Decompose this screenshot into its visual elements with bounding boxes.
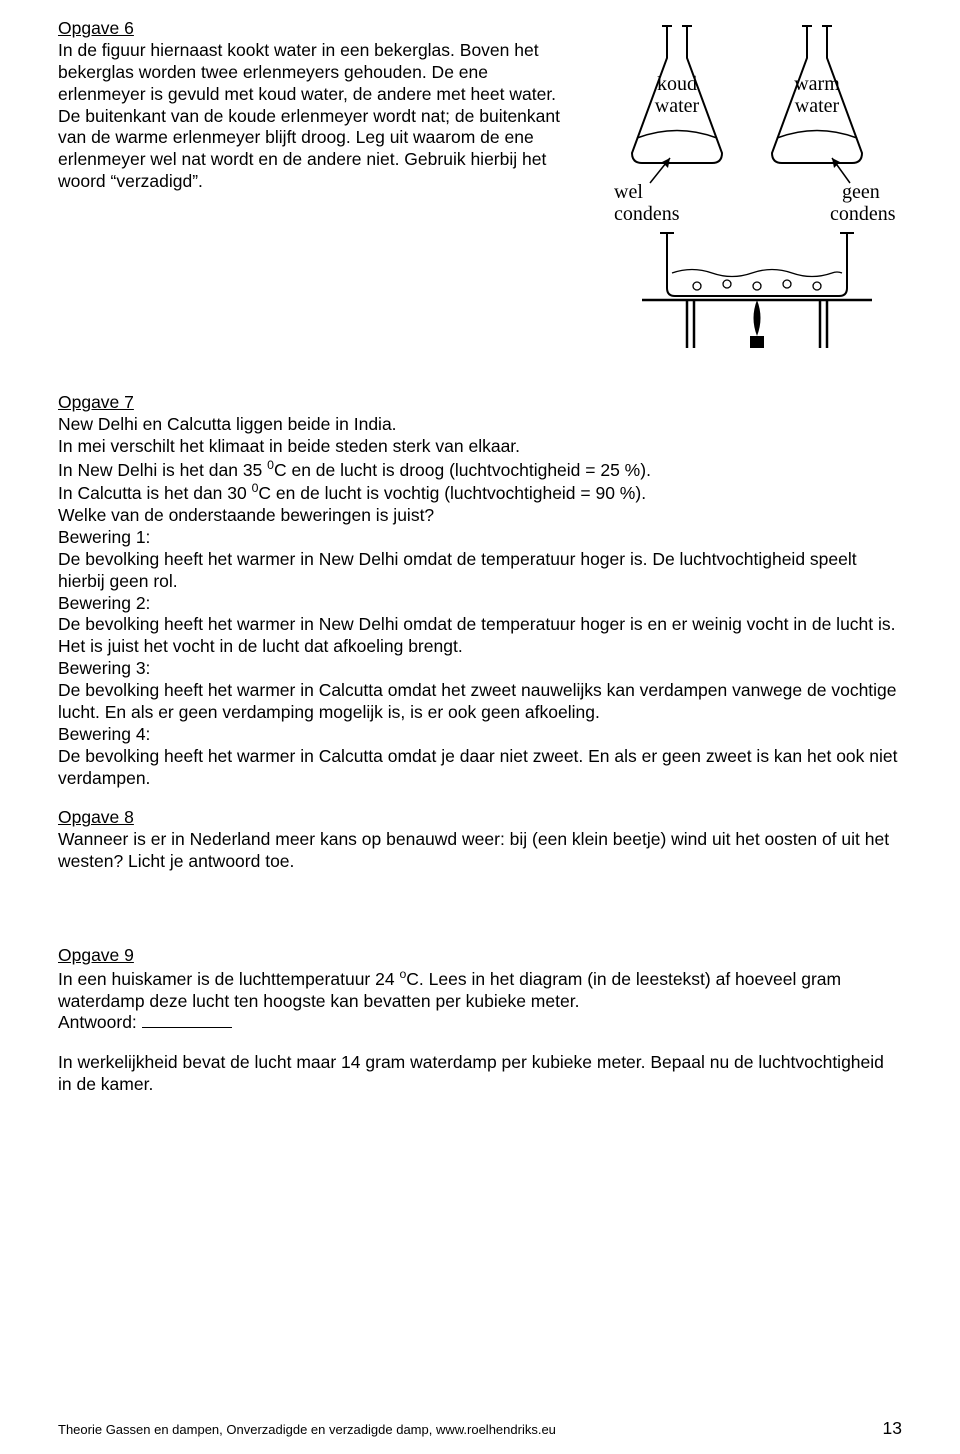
- opgave7-title: Opgave 7: [58, 392, 134, 412]
- opgave7-l2: In mei verschilt het klimaat in beide st…: [58, 436, 902, 458]
- erlenmeyer-diagram: koud water warm water wel condens: [612, 18, 902, 348]
- opgave8-body: Wanneer is er in Nederland meer kans op …: [58, 829, 902, 873]
- opgave7-b3-text: De bevolking heeft het warmer in Calcutt…: [58, 680, 902, 724]
- label-condens-l: condens: [614, 203, 680, 225]
- opgave7-b1-text: De bevolking heeft het warmer in New Del…: [58, 549, 902, 593]
- opgave6-body: In de figuur hiernaast kookt water in ee…: [58, 40, 578, 193]
- flask-label-water-l: water: [655, 95, 700, 117]
- opgave9-l1: In een huiskamer is de luchttemperatuur …: [58, 967, 902, 1013]
- opgave7-b2-text: De bevolking heeft het warmer in New Del…: [58, 614, 902, 658]
- opgave7-b4-text: De bevolking heeft het warmer in Calcutt…: [58, 746, 902, 790]
- label-condens-r: condens: [830, 203, 896, 225]
- opgave9-ans: Antwoord:: [58, 1012, 902, 1034]
- opgave7-b4-label: Bewering 4:: [58, 724, 902, 746]
- flask-label-koud: koud: [657, 73, 697, 95]
- page-footer: Theorie Gassen en dampen, Onverzadigde e…: [58, 1418, 902, 1440]
- flask-label-warm: warm: [794, 73, 840, 95]
- opgave7-b1-label: Bewering 1:: [58, 527, 902, 549]
- opgave8-title: Opgave 8: [58, 807, 134, 827]
- opgave7-l5: Welke van de onderstaande beweringen is …: [58, 505, 902, 527]
- opgave7-b2-label: Bewering 2:: [58, 593, 902, 615]
- opgave7-l1: New Delhi en Calcutta liggen beide in In…: [58, 414, 902, 436]
- footer-left: Theorie Gassen en dampen, Onverzadigde e…: [58, 1422, 556, 1438]
- opgave6-title: Opgave 6: [58, 18, 134, 38]
- opgave9-title: Opgave 9: [58, 945, 134, 965]
- opgave7-l3: In New Delhi is het dan 35 0C en de luch…: [58, 458, 902, 482]
- flask-label-water-r: water: [795, 95, 840, 117]
- opgave7-l4: In Calcutta is het dan 30 0C en de lucht…: [58, 481, 902, 505]
- opgave9-l2: In werkelijkheid bevat de lucht maar 14 …: [58, 1052, 902, 1096]
- label-geen: geen: [842, 181, 880, 203]
- label-wel: wel: [614, 181, 643, 203]
- page-number: 13: [883, 1418, 902, 1440]
- opgave7-b3-label: Bewering 3:: [58, 658, 902, 680]
